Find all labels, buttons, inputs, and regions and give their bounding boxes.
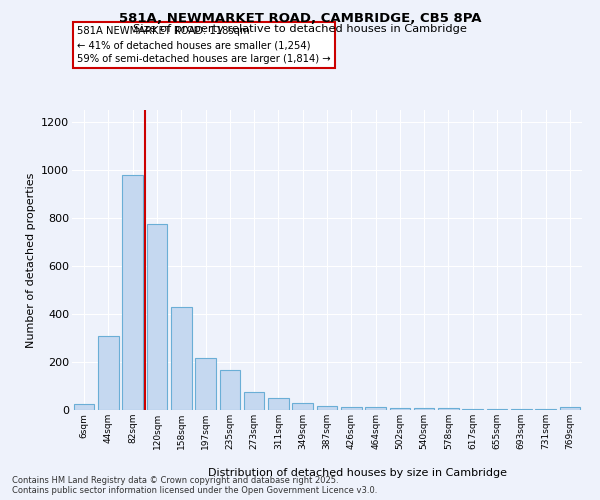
Bar [317,406,337,410]
Text: 581A, NEWMARKET ROAD, CAMBRIDGE, CB5 8PA: 581A, NEWMARKET ROAD, CAMBRIDGE, CB5 8PA [119,12,481,26]
Bar [171,307,191,410]
Text: 581A NEWMARKET ROAD: 118sqm
← 41% of detached houses are smaller (1,254)
59% of : 581A NEWMARKET ROAD: 118sqm ← 41% of det… [77,26,331,64]
Bar [438,408,459,410]
Y-axis label: Number of detached properties: Number of detached properties [26,172,35,348]
Bar [292,403,313,410]
Bar [414,408,434,410]
Bar [535,409,556,410]
Bar [341,407,362,410]
Text: Size of property relative to detached houses in Cambridge: Size of property relative to detached ho… [133,24,467,34]
Bar [220,370,240,410]
Bar [268,398,289,410]
Bar [389,408,410,410]
Bar [122,175,143,410]
Bar [98,336,119,410]
Text: Contains HM Land Registry data © Crown copyright and database right 2025.
Contai: Contains HM Land Registry data © Crown c… [12,476,377,495]
Bar [74,404,94,410]
Bar [487,409,508,410]
Bar [463,409,483,410]
Bar [244,392,265,410]
Bar [146,224,167,410]
Bar [195,358,216,410]
Bar [511,409,532,410]
Text: Distribution of detached houses by size in Cambridge: Distribution of detached houses by size … [208,468,506,477]
Bar [365,407,386,410]
Bar [560,407,580,410]
